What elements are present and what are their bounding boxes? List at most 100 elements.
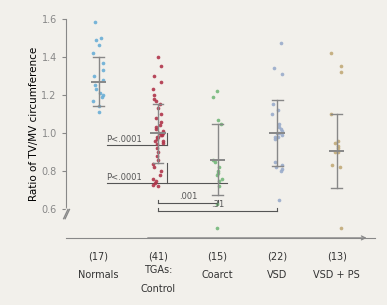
Point <box>160 131 166 135</box>
Point <box>272 159 278 164</box>
Point <box>216 184 222 189</box>
Point <box>153 115 159 120</box>
Point <box>278 127 284 132</box>
Point <box>332 150 338 155</box>
Text: VSD + PS: VSD + PS <box>313 270 360 280</box>
Point <box>157 102 163 107</box>
Point <box>100 77 106 82</box>
Point <box>335 150 341 155</box>
Point <box>338 70 344 74</box>
Point <box>214 226 221 231</box>
Point <box>157 123 163 128</box>
Point <box>155 106 161 111</box>
Point <box>150 161 156 166</box>
Point <box>153 98 159 103</box>
Point <box>158 169 164 174</box>
Point <box>92 20 98 25</box>
Text: .001: .001 <box>179 192 197 201</box>
Point <box>98 35 104 40</box>
Point <box>212 159 218 164</box>
Point <box>328 112 334 117</box>
Point <box>156 131 163 135</box>
Text: .31: .31 <box>211 200 224 209</box>
Point <box>214 89 220 94</box>
Point <box>160 138 166 143</box>
Point <box>332 140 339 145</box>
Point <box>91 74 97 78</box>
Text: P<.0001: P<.0001 <box>106 135 141 145</box>
Point <box>155 184 161 189</box>
Point <box>216 178 222 183</box>
Point <box>272 136 278 141</box>
Point <box>218 121 224 126</box>
Text: Coarct: Coarct <box>202 270 233 280</box>
Text: (13): (13) <box>327 252 347 262</box>
Point <box>160 140 166 145</box>
Point <box>219 176 225 181</box>
Point <box>335 146 341 151</box>
Point <box>214 171 221 176</box>
Point <box>338 226 344 231</box>
Point <box>279 129 285 134</box>
Point <box>92 83 98 88</box>
Text: TGAs:: TGAs: <box>144 265 172 275</box>
Point <box>90 98 96 103</box>
Text: (17): (17) <box>89 252 108 262</box>
Point <box>274 131 280 135</box>
Point <box>150 182 156 187</box>
Point <box>210 95 216 99</box>
Point <box>275 135 281 139</box>
Point <box>158 112 164 117</box>
Point <box>276 125 282 130</box>
Point <box>279 133 285 138</box>
Point <box>151 165 157 170</box>
Point <box>154 146 160 151</box>
Point <box>153 125 159 130</box>
Point <box>214 201 220 206</box>
Point <box>211 157 217 162</box>
Point <box>97 91 103 95</box>
Point <box>151 96 157 101</box>
Point <box>279 163 285 168</box>
Text: (15): (15) <box>207 252 228 262</box>
Point <box>278 41 284 46</box>
Text: (22): (22) <box>267 252 287 262</box>
Point <box>155 54 161 59</box>
Point <box>153 127 159 132</box>
Point <box>150 87 156 92</box>
Point <box>329 163 335 168</box>
Point <box>276 121 282 126</box>
Point <box>158 133 164 138</box>
Point <box>154 135 160 139</box>
Point <box>216 165 222 170</box>
Point <box>214 173 220 178</box>
Point <box>96 109 102 114</box>
Point <box>151 92 157 97</box>
Point <box>90 51 96 56</box>
Point <box>151 74 158 78</box>
Point <box>279 72 285 77</box>
Point <box>93 37 99 42</box>
Point <box>154 150 161 155</box>
Text: Control: Control <box>140 284 176 294</box>
Point <box>335 138 341 143</box>
Point <box>96 104 102 109</box>
Point <box>272 135 278 139</box>
Point <box>156 173 163 178</box>
Point <box>279 167 285 172</box>
Text: Normals: Normals <box>78 270 119 280</box>
Point <box>100 60 106 65</box>
Point <box>155 157 161 162</box>
Text: VSD: VSD <box>267 270 287 280</box>
Point <box>273 165 279 170</box>
Point <box>275 108 281 113</box>
Point <box>154 153 160 158</box>
Point <box>158 133 164 138</box>
Point <box>158 119 164 124</box>
Point <box>328 51 334 56</box>
Point <box>152 180 158 185</box>
Point <box>153 178 159 183</box>
Point <box>154 136 160 141</box>
Point <box>100 92 106 97</box>
Point <box>96 43 102 48</box>
